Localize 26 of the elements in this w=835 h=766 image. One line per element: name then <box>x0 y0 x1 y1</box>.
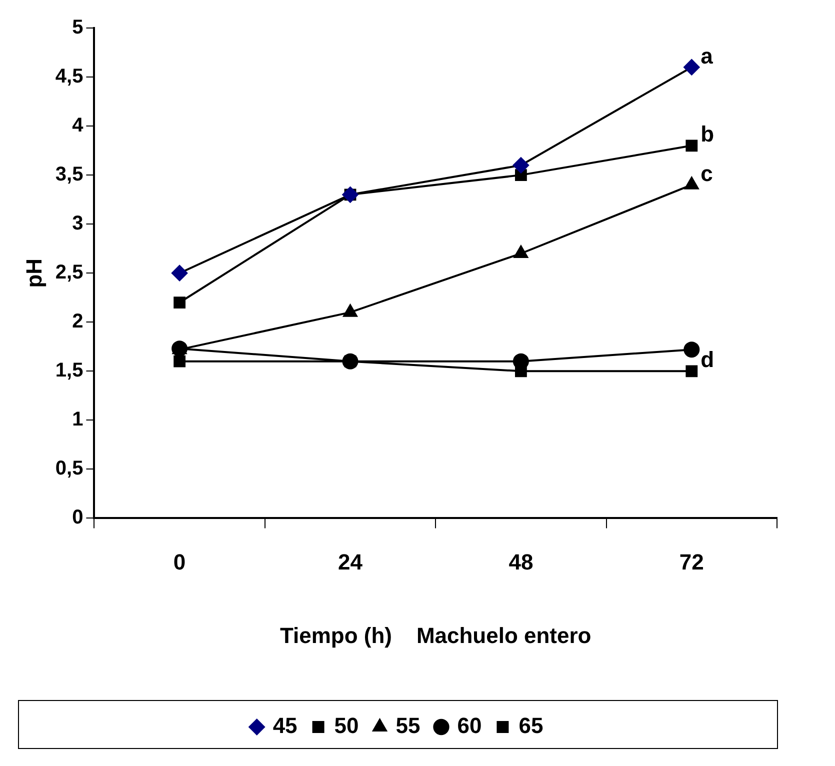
y-tick-label: 2 <box>72 310 84 333</box>
legend-label: 65 <box>518 713 544 738</box>
y-tick-label: 0,5 <box>55 458 84 480</box>
y-tick-label: 3,5 <box>55 164 84 186</box>
x-tick-label: 24 <box>338 549 364 574</box>
y-tick-label: 5 <box>72 16 84 39</box>
y-tick-label: 2,5 <box>55 262 84 284</box>
annotation: c <box>700 160 713 186</box>
y-tick-label: 1,5 <box>55 360 84 382</box>
y-axis-title: pH <box>21 258 46 288</box>
y-tick-label: 3 <box>72 212 84 235</box>
annotation: b <box>700 122 714 147</box>
y-tick-label: 4 <box>72 114 84 137</box>
y-tick-label: 1 <box>72 408 84 431</box>
annotation: d <box>700 347 714 372</box>
x-tick-label: 0 <box>173 549 186 574</box>
legend-label: 45 <box>272 713 298 738</box>
y-tick-label: 0 <box>72 506 84 529</box>
y-tick-label: 4,5 <box>55 66 84 88</box>
annotation: a <box>700 43 714 68</box>
x-tick-label: 48 <box>508 549 534 574</box>
legend-label: 55 <box>396 713 420 738</box>
x-tick-label: 72 <box>679 549 704 574</box>
legend-label: 50 <box>334 713 359 738</box>
x-axis-title: Tiempo (h) Machuelo entero <box>280 622 592 648</box>
legend-label: 60 <box>457 713 482 738</box>
